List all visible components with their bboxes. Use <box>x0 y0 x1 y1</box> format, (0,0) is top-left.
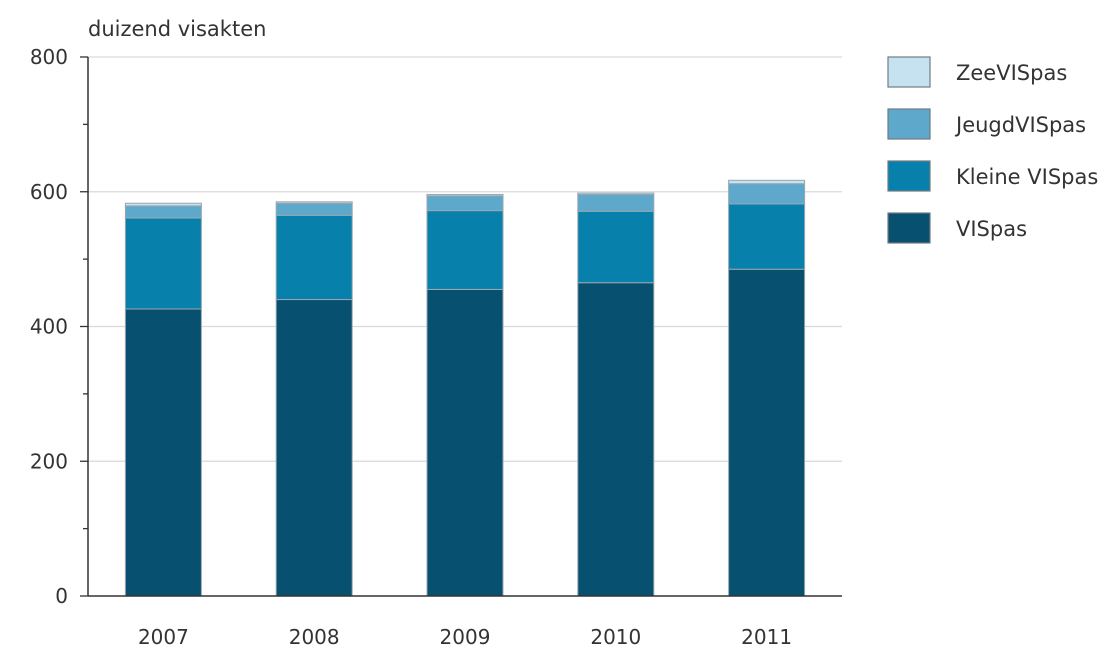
bar-2009-jeugdvispas <box>426 195 504 212</box>
legend-label-vispas: VISpas <box>956 217 1027 241</box>
legend-label-jeugdvispas: JeugdVISpas <box>954 113 1086 137</box>
bar-2011-zeevispas <box>728 179 806 185</box>
bar-2007-zeevispas <box>124 202 202 207</box>
legend: ZeeVISpas JeugdVISpas Kleine VISpas VISpas <box>887 56 1098 244</box>
bar-2007-vispas <box>124 308 202 597</box>
bar-2009-zeevispas <box>426 193 504 197</box>
legend-swatch-vispas <box>887 212 931 244</box>
y-tick-label-600: 600 <box>30 180 68 204</box>
bar-2010-vispas <box>577 282 655 597</box>
x-tick-label-2010: 2010 <box>590 625 641 648</box>
legend-label-kleine-vispas: Kleine VISpas <box>956 165 1098 189</box>
legend-label-zeevispas: ZeeVISpas <box>956 61 1067 85</box>
legend-swatch-kleine-vispas <box>887 160 931 192</box>
bar-2010-kleine-vispas <box>577 210 655 284</box>
y-tick-label-0: 0 <box>55 584 68 608</box>
legend-swatch-zeevispas <box>887 56 931 88</box>
bar-2009-kleine-vispas <box>426 210 504 290</box>
bar-2009-vispas <box>426 288 504 597</box>
bar-2008-vispas <box>275 299 353 597</box>
x-tick-label-2009: 2009 <box>440 625 491 648</box>
x-tick-label-2008: 2008 <box>289 625 340 648</box>
bar-2010-jeugdvispas <box>577 193 655 212</box>
bar-2007-kleine-vispas <box>124 217 202 310</box>
y-tick-label-200: 200 <box>30 449 68 473</box>
legend-swatch-jeugdvispas <box>887 108 931 140</box>
bar-2007-jeugdvispas <box>124 205 202 219</box>
bar-2011-jeugdvispas <box>728 183 806 205</box>
bar-2011-kleine-vispas <box>728 203 806 270</box>
bar-2010-zeevispas <box>577 192 655 195</box>
bars <box>124 179 806 597</box>
bar-2008-zeevispas <box>275 201 353 204</box>
y-tick-label-800: 800 <box>30 45 68 69</box>
x-tick-label-2007: 2007 <box>138 625 189 648</box>
x-tick-label-2011: 2011 <box>741 625 792 648</box>
bar-2008-jeugdvispas <box>275 202 353 216</box>
y-unit-label: duizend visakten <box>88 17 266 41</box>
y-tick-label-400: 400 <box>30 315 68 339</box>
bar-2011-vispas <box>728 268 806 597</box>
axes: 2007 2008 2009 2010 2011 0 200 400 600 800 <box>30 45 842 648</box>
bar-2008-kleine-vispas <box>275 214 353 301</box>
